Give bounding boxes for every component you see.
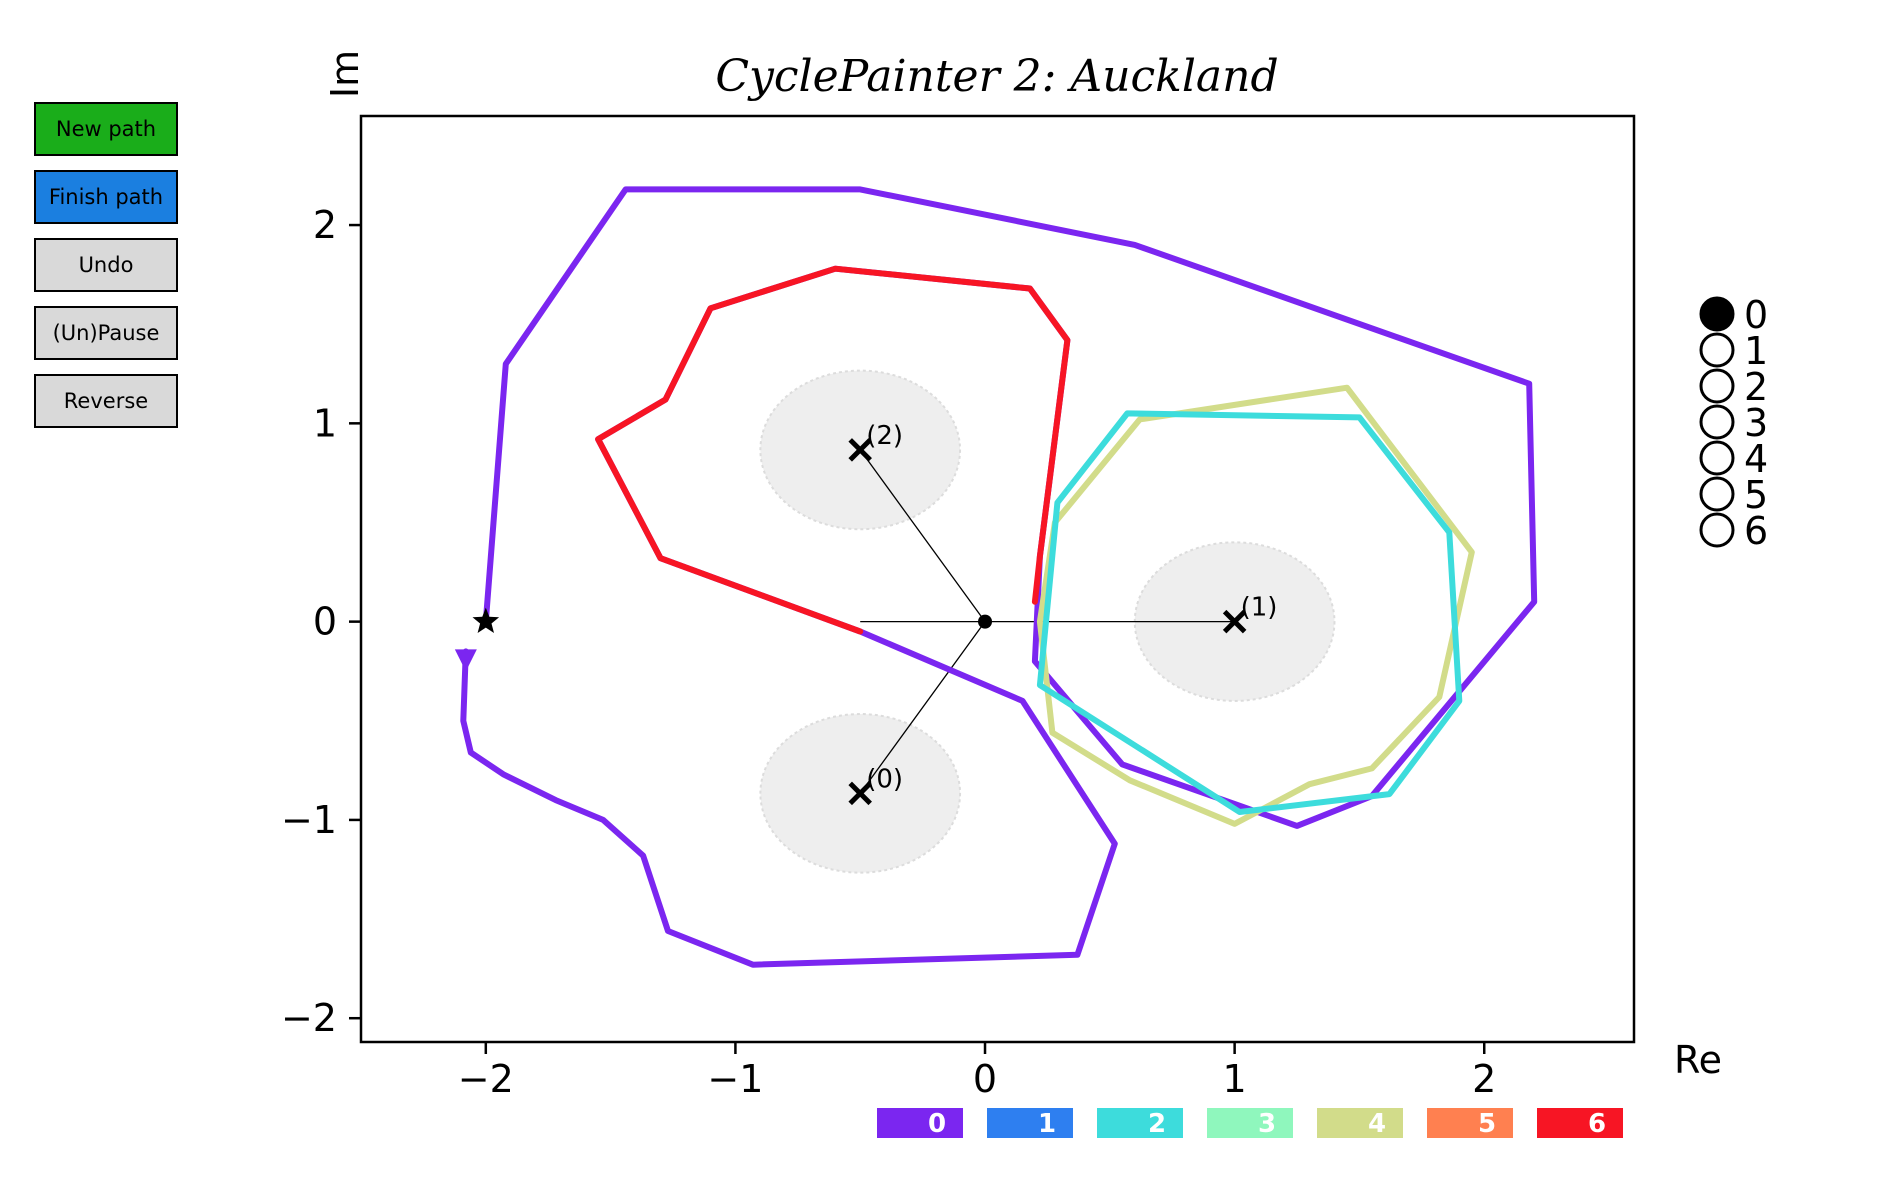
singularity-label: (1) [1241, 593, 1278, 623]
finish-path-button[interactable]: Finish path [34, 170, 178, 224]
undo-button[interactable]: Undo [34, 238, 178, 292]
radio-label: 2 [1744, 365, 1768, 409]
x-tick-label: −1 [707, 1057, 763, 1101]
swatch-label: 2 [1148, 1109, 1166, 1139]
radio-option-2[interactable] [1699, 368, 1735, 404]
plot-title: CyclePainter 2: Auckland [715, 51, 1278, 102]
radio-option-3[interactable] [1699, 404, 1735, 440]
x-tick-label: −2 [458, 1057, 514, 1101]
swatch-label: 3 [1258, 1109, 1276, 1139]
x-tick-label: 2 [1472, 1057, 1496, 1101]
color-swatch-0[interactable] [877, 1108, 963, 1138]
swatch-label: 1 [1038, 1109, 1056, 1139]
star-icon [472, 607, 500, 633]
swatch-label: 6 [1588, 1109, 1606, 1139]
y-axis-label: Im [323, 50, 367, 98]
x-axis-label: Re [1674, 1038, 1722, 1082]
singularity-label: (0) [866, 764, 903, 794]
swatch-label: 5 [1478, 1109, 1496, 1139]
spoke-line [859, 621, 986, 794]
radio-label: 1 [1744, 329, 1768, 373]
radio-option-1[interactable] [1699, 332, 1735, 368]
color-swatch-3[interactable] [1207, 1108, 1293, 1138]
x-mark-icon [848, 438, 872, 462]
radio-option-4[interactable] [1699, 440, 1735, 476]
cycle-path-2[interactable] [1036, 410, 1463, 815]
x-tick-label: 0 [973, 1057, 997, 1101]
swatch-label: 4 [1368, 1109, 1386, 1139]
color-swatch-2[interactable] [1097, 1108, 1183, 1138]
radio-label: 0 [1744, 293, 1768, 337]
x-mark-icon [848, 781, 872, 806]
radio-option-6[interactable] [1699, 512, 1735, 548]
direction-arrow-icon [454, 649, 477, 672]
radio-label: 4 [1744, 437, 1768, 481]
cycle-path-6[interactable] [595, 265, 1071, 635]
y-tick-label: 2 [313, 203, 337, 247]
plot-frame [359, 114, 1636, 1044]
reverse-button[interactable]: Reverse [34, 374, 178, 428]
new-path-button[interactable]: New path [34, 102, 178, 156]
radio-label: 3 [1744, 401, 1768, 445]
y-tick-label: 0 [313, 600, 337, 644]
y-tick-label: −1 [281, 798, 337, 842]
y-tick-label: −2 [281, 996, 337, 1040]
center-point-marker [978, 614, 993, 629]
y-tick-label: 1 [313, 401, 337, 445]
x-tick-label: 1 [1223, 1057, 1247, 1101]
radio-option-5[interactable] [1699, 476, 1735, 512]
radio-label: 5 [1744, 473, 1768, 517]
x-mark-icon [1222, 609, 1247, 634]
swatch-label: 0 [928, 1109, 946, 1139]
color-swatch-6[interactable] [1537, 1108, 1623, 1138]
color-swatch-4[interactable] [1317, 1108, 1403, 1138]
radio-option-0[interactable] [1699, 296, 1735, 332]
color-swatch-1[interactable] [987, 1108, 1073, 1138]
radio-label: 6 [1744, 509, 1768, 553]
pause-button[interactable]: (Un)Pause [34, 306, 178, 360]
spoke-line [859, 449, 986, 623]
color-swatch-5[interactable] [1427, 1108, 1513, 1138]
singularity-label: (2) [866, 421, 903, 451]
cycle-path-4[interactable] [1036, 384, 1475, 827]
